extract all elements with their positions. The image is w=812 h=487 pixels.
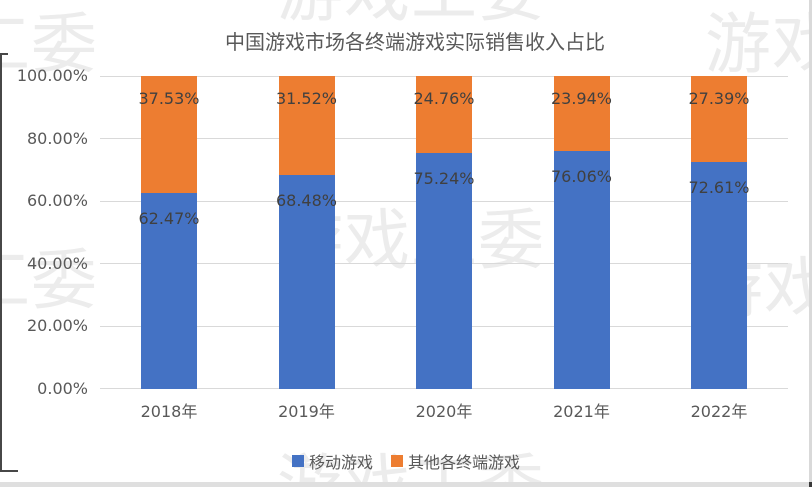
watermark-text: 游戏工委 bbox=[705, 6, 812, 83]
watermark-text: 游戏工委 bbox=[277, 0, 545, 26]
bar-segment-other bbox=[416, 76, 472, 154]
data-label-mobile: 72.61% bbox=[688, 177, 750, 197]
x-axis-tick-label: 2020年 bbox=[415, 402, 473, 421]
bar-segment-mobile bbox=[416, 153, 472, 389]
y-axis-tick-label: 100.00% bbox=[16, 66, 88, 85]
legend-item: 其他各终端游戏 bbox=[391, 449, 520, 473]
data-label-other: 37.53% bbox=[138, 89, 200, 108]
legend-swatch-icon bbox=[291, 455, 304, 467]
bottom-right-corner-mark bbox=[809, 482, 812, 487]
data-label-mobile: 68.48% bbox=[275, 190, 337, 210]
data-label-other: 24.76% bbox=[413, 89, 475, 108]
data-label-other: 23.94% bbox=[550, 89, 612, 108]
bar-segment-mobile bbox=[553, 150, 610, 389]
watermark-text: 游戏工委 bbox=[277, 447, 545, 487]
data-label-mobile: 76.06% bbox=[550, 166, 612, 186]
y-axis-tick-label: 60.00% bbox=[26, 191, 88, 210]
watermark-text: 游戏工委 bbox=[0, 242, 98, 319]
data-label-mobile: 62.47% bbox=[138, 209, 200, 229]
right-edge-line bbox=[809, 0, 812, 487]
bar-segment-mobile bbox=[141, 193, 197, 389]
left-edge-line bbox=[0, 53, 2, 472]
bar-segment-other bbox=[691, 76, 747, 162]
legend-item: 移动游戏 bbox=[291, 449, 373, 473]
data-label-mobile: 75.24% bbox=[413, 169, 475, 189]
legend-label: 移动游戏 bbox=[308, 453, 373, 472]
legend-label: 其他各终端游戏 bbox=[408, 453, 521, 472]
left-edge-line bbox=[0, 53, 8, 55]
legend-swatch-icon bbox=[391, 455, 403, 467]
x-axis-tick-label: 2022年 bbox=[690, 402, 748, 421]
y-axis-tick-label: 20.00% bbox=[26, 316, 88, 335]
watermark-text: 游戏工委 bbox=[0, 6, 98, 83]
bar-segment-mobile bbox=[278, 174, 335, 389]
x-axis-tick-label: 2021年 bbox=[553, 402, 610, 421]
data-label-other: 27.39% bbox=[688, 89, 750, 108]
x-axis-tick-label: 2018年 bbox=[140, 402, 198, 421]
gridline bbox=[100, 388, 788, 389]
y-axis-tick-label: 0.00% bbox=[37, 378, 88, 398]
x-axis-tick-label: 2019年 bbox=[278, 402, 335, 421]
bar-segment-other bbox=[553, 76, 610, 151]
bottom-edge-strip bbox=[0, 482, 812, 487]
y-axis-tick-label: 80.00% bbox=[26, 128, 88, 148]
bar-segment-other bbox=[141, 76, 197, 194]
bar-segment-other bbox=[278, 76, 335, 175]
y-axis-tick-label: 40.00% bbox=[26, 253, 88, 273]
data-label-other: 31.52% bbox=[275, 89, 337, 108]
chart-legend: 移动游戏 其他各终端游戏 bbox=[0, 449, 812, 473]
bar-segment-mobile bbox=[691, 161, 747, 389]
left-edge-line bbox=[0, 470, 18, 472]
chart-title: 中国游戏市场各终端游戏实际销售收入占比 bbox=[225, 30, 605, 54]
